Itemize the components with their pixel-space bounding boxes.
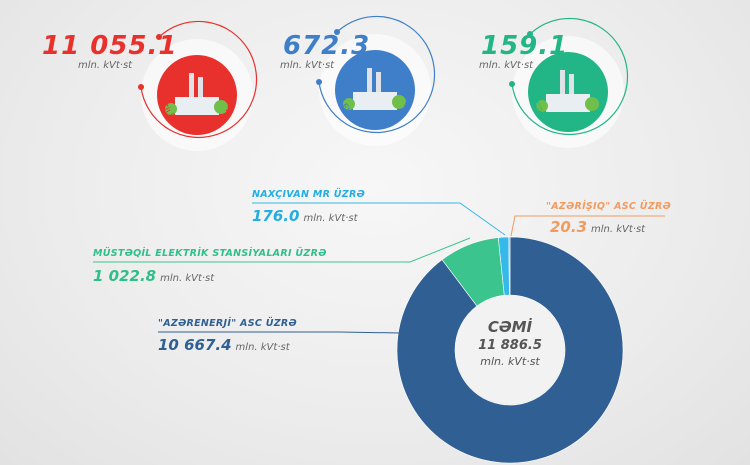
total-unit: mln. kVt·st: [480, 355, 540, 368]
leader-line: [510, 215, 665, 237]
nakhchivan-value: 176.0 mln. kVt·st: [252, 207, 358, 225]
azerenerji-label: "AZƏRENERJİ" ASC ÜZRƏ: [158, 318, 297, 329]
nakhchivan-label: NAXÇIVAN MR ÜZRƏ: [252, 189, 365, 200]
donut-hole: [456, 296, 564, 404]
hydro-unit: mln. kVt·st: [280, 60, 335, 71]
other-unit: mln. kVt·st: [479, 60, 534, 71]
hydro-value: 672.3: [283, 31, 371, 61]
donut-slice: [508, 236, 511, 296]
thermal-power-plant-icon: İSTİLİK ELEKTRİK STANSİYALARI: [138, 20, 258, 151]
hydro-power-plant-icon: SU ELEKTRİK STANSİYALARI: [316, 15, 436, 146]
leader-lines: [93, 202, 665, 334]
donut-slice: [396, 236, 624, 464]
total-value: 11 886.5: [478, 338, 542, 353]
total-label: CƏMİ: [487, 318, 533, 336]
independent-value: 1 022.8 mln. kVt·st: [93, 267, 215, 285]
other-value: 159.1: [481, 31, 569, 61]
leader-line: [158, 331, 401, 334]
azerenerji-value: 10 667.4 mln. kVt·st: [158, 336, 290, 354]
leader-line: [252, 202, 506, 236]
azerishiq-label: "AZƏRİŞIQ" ASC ÜZRƏ: [546, 201, 671, 212]
donut-center: CƏMİ 11 886.5 mln. kVt·st: [455, 318, 565, 368]
thermal-unit: mln. kVt·st: [78, 60, 133, 71]
leader-line: [93, 237, 471, 263]
azerishiq-value: 20.3 mln. kVt·st: [550, 218, 646, 236]
thermal-value: 11 055.1: [42, 31, 178, 61]
independent-label: MÜSTƏQİL ELEKTRİK STANSİYALARI ÜZRƏ: [93, 248, 327, 259]
renewable-energy-icon: DİGƏR MƏNBƏLƏR: [509, 17, 629, 148]
donut-chart: [396, 236, 624, 464]
